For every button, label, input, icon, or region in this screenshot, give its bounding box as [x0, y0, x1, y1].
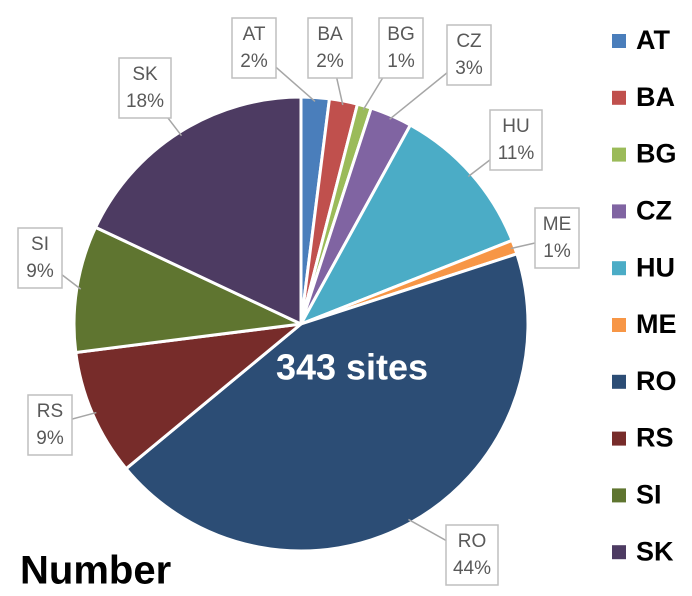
legend-swatch: [612, 545, 626, 560]
label-box: [445, 524, 499, 586]
data-label-name: HU: [502, 116, 529, 137]
data-label-value: 2%: [316, 51, 344, 72]
data-label-name: RS: [37, 401, 63, 422]
data-label-value: 3%: [455, 58, 483, 79]
legend-label: CZ: [636, 196, 672, 226]
data-label-name: SK: [132, 64, 158, 85]
data-label-value: 18%: [126, 91, 164, 112]
legend-label: HU: [636, 252, 675, 282]
legend-swatch: [612, 374, 626, 389]
legend-label: BG: [636, 139, 677, 169]
data-label-name: BA: [317, 24, 343, 45]
data-labels: AT 2% BA 2% BG 1% CZ 3% HU 11% ME 1% RO 44% RS 9% SI 9% SK…: [17, 17, 580, 586]
data-label-value: 9%: [36, 428, 64, 449]
pie-slice: [72, 225, 303, 354]
data-label-value: 9%: [26, 261, 54, 282]
legend: AT BA BG CZ HU ME RO RS SI SK: [612, 25, 677, 566]
center-annotation: 343 sites: [276, 347, 428, 388]
data-label-name: SI: [31, 234, 49, 255]
legend-swatch: [612, 261, 626, 276]
label-box: [231, 17, 277, 79]
data-label-value: 2%: [240, 51, 268, 72]
data-label-value: 1%: [543, 241, 571, 262]
legend-swatch: [612, 318, 626, 332]
data-label-value: 11%: [498, 143, 535, 164]
legend-label: ME: [636, 309, 677, 339]
legend-swatch: [612, 90, 626, 105]
label-box: [27, 394, 73, 456]
data-label-name: AT: [243, 24, 266, 45]
pie-slice: [124, 252, 530, 553]
data-label-value: 1%: [387, 51, 415, 72]
data-label-name: BG: [387, 24, 414, 45]
legend-label: AT: [636, 25, 670, 55]
legend-swatch: [612, 488, 626, 503]
label-box: [17, 227, 63, 289]
legend-label: RO: [636, 366, 677, 396]
legend-label: SI: [636, 480, 662, 510]
legend-swatch: [612, 204, 626, 219]
label-box: [534, 207, 580, 269]
legend-label: RS: [636, 423, 674, 453]
label-box: [489, 109, 543, 171]
label-box: [118, 57, 172, 119]
data-label-value: 44%: [453, 558, 491, 579]
label-box: [446, 24, 492, 86]
chart-annotation: Number: [20, 549, 171, 593]
legend-swatch: [612, 34, 626, 48]
legend-swatch: [612, 431, 626, 446]
label-box: [307, 17, 353, 79]
data-label-name: CZ: [456, 31, 482, 52]
legend-swatch: [612, 147, 626, 162]
data-label-name: RO: [458, 531, 487, 552]
data-label-name: ME: [543, 214, 572, 235]
legend-label: SK: [636, 536, 674, 566]
legend-label: BA: [636, 82, 675, 112]
label-box: [378, 17, 424, 79]
pie: [72, 95, 530, 553]
